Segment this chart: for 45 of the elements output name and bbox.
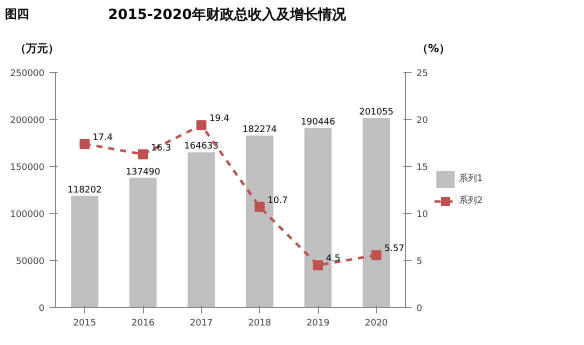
x-tick-label: 2018 [248, 318, 272, 328]
point [196, 120, 206, 130]
y-tick-label: 100000 [10, 210, 45, 220]
x-tick-label: 2019 [306, 318, 330, 328]
y-tick-label: 250000 [10, 69, 45, 79]
data-label: 16.3 [151, 143, 172, 154]
data-label: 4.5 [326, 254, 340, 264]
y-tick-label: 150000 [10, 163, 45, 173]
bar [129, 178, 157, 308]
x-tick-label: 2015 [73, 318, 96, 328]
point [313, 260, 323, 270]
y2-tick-label: 5 [416, 257, 422, 267]
data-label: 5.57 [384, 244, 404, 254]
legend-label: 系列2 [459, 194, 483, 207]
bar [71, 196, 98, 308]
legend-label: 系列1 [459, 172, 483, 185]
y-axis-title: （万元） [15, 41, 59, 57]
data-label: 118202 [67, 185, 102, 196]
data-label: 201055 [359, 108, 394, 118]
y2-tick-label: 0 [416, 304, 422, 314]
x-tick-label: 2020 [364, 318, 388, 328]
y2-axis-title: （%） [417, 41, 450, 57]
data-label: 190446 [300, 117, 336, 128]
bar [188, 152, 215, 308]
data-label: 10.7 [268, 196, 288, 206]
y2-tick-label: 25 [416, 69, 428, 79]
x-tick-label: 2017 [190, 318, 213, 328]
point [371, 250, 382, 260]
point [254, 202, 265, 212]
y-tick-label: 50000 [16, 257, 45, 267]
y2-tick-label: 10 [416, 210, 428, 220]
y-tick-label: 0 [38, 304, 45, 314]
data-label: 17.4 [92, 132, 113, 143]
point [80, 138, 90, 149]
y-tick-label: 200000 [10, 116, 45, 126]
y2-tick-label: 15 [416, 163, 428, 173]
x-tick-label: 2016 [132, 318, 155, 328]
y2-tick-label: 20 [416, 116, 428, 126]
text: 图四 [5, 6, 29, 24]
data-label: 164633 [184, 142, 219, 152]
data-label: 137490 [126, 167, 160, 178]
chart-title: 2015-2020年财政总收入及增长情况 [107, 6, 347, 25]
point [138, 149, 148, 160]
data-label: 19.4 [209, 114, 230, 124]
data-label: 182274 [242, 125, 278, 136]
